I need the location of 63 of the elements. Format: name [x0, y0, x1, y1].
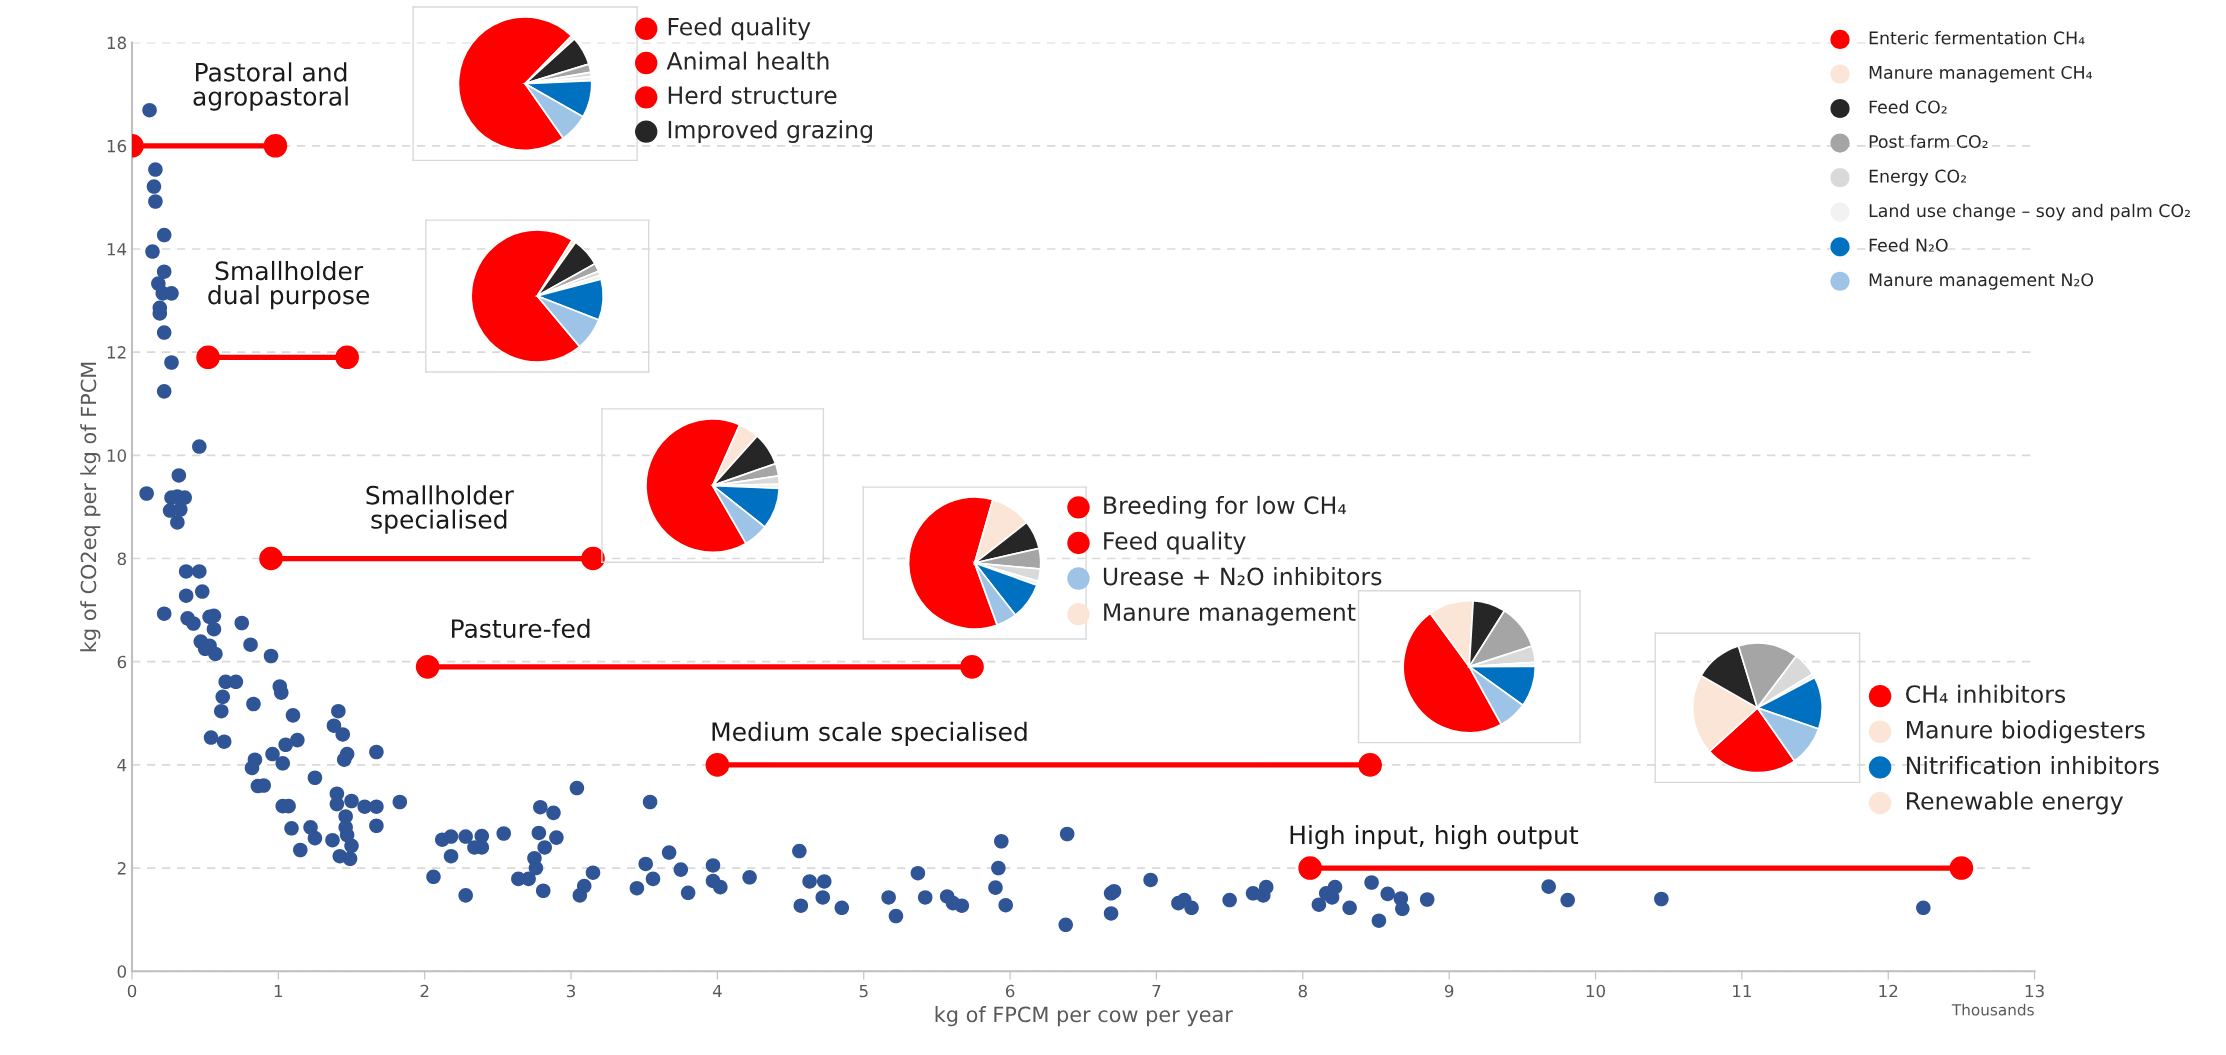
- x-tick-label: 1: [274, 984, 283, 998]
- point: [196, 345, 220, 370]
- category-label: Nitrification inhibitors: [1907, 755, 2159, 775]
- x-tick-label: 5: [859, 984, 868, 998]
- series-label: Smallholder dual purpose: [208, 260, 370, 310]
- y-tick-label: 14: [107, 243, 127, 256]
- x-tick-label: 2: [420, 984, 429, 998]
- point: [581, 546, 605, 571]
- category-label: Herd structure: [668, 85, 837, 105]
- x-tick-label: 0: [127, 984, 137, 998]
- category-label: Manure management CH₄: [1869, 65, 2093, 83]
- x-tick-label: 9: [1444, 984, 1454, 998]
- series-label: Medium scale specialised: [712, 721, 1027, 747]
- y-tick-label: 18: [107, 36, 126, 50]
- category-label: Renewable energy: [1907, 791, 2123, 815]
- y-tick-label: 16: [107, 139, 127, 153]
- category-label: Manure management: [1104, 603, 1356, 626]
- x-tick-label: 6: [1005, 984, 1015, 998]
- y-tick-label: 12: [107, 346, 126, 359]
- y-axis-title: kg of CO2eq per kg of FPCM: [80, 362, 101, 652]
- category-label: Urease + N₂O inhibitors: [1103, 567, 1382, 586]
- x-tick-label: 4: [712, 984, 722, 998]
- category-label: Energy CO₂: [1869, 169, 1967, 187]
- category-label: Feed quality: [668, 17, 811, 41]
- category-label: Improved grazing: [668, 120, 872, 144]
- point: [259, 546, 283, 571]
- category-label: Enteric fermentation CH₄: [1869, 31, 2085, 45]
- x-tick-label: 10: [1586, 984, 1606, 998]
- series-label: Pastoral and agropastoral: [193, 62, 348, 111]
- y-tick-label: 4: [117, 759, 127, 772]
- text: Thousands: [1951, 1003, 2034, 1016]
- point: [1298, 856, 1322, 880]
- category-label: Manure biodigesters: [1907, 720, 2145, 744]
- series-label: High input, high output: [1290, 825, 1579, 850]
- category-label: Land use change – soy and palm CO₂: [1869, 203, 2190, 221]
- x-tick-label: 11: [1733, 984, 1751, 998]
- category-label: Manure management N₂O: [1869, 273, 2094, 290]
- category-label: Breeding for low CH₄: [1104, 495, 1347, 519]
- x-tick-label: 3: [567, 984, 576, 998]
- series-label: Pasture-fed: [452, 618, 590, 638]
- point: [415, 655, 440, 679]
- y-tick-label: 8: [117, 552, 126, 566]
- category-label: CH₄ inhibitors: [1906, 684, 2066, 704]
- y-tick-label: 6: [117, 655, 127, 669]
- category-label: Post farm CO₂: [1869, 134, 1988, 149]
- category-label: Feed CO₂: [1869, 100, 1947, 114]
- y-tick-label: 2: [117, 862, 126, 875]
- x-tick-label: 8: [1298, 984, 1307, 998]
- x-tick-label: 7: [1152, 984, 1161, 998]
- y-tick-label: 10: [107, 449, 127, 462]
- x-tick-label: 12: [1879, 984, 1898, 998]
- point: [705, 753, 730, 777]
- point: [960, 655, 984, 679]
- series-label: Smallholder specialised: [366, 485, 514, 534]
- category-label: Feed quality: [1104, 531, 1246, 555]
- x-tick-label: 13: [2025, 984, 2044, 998]
- point: [1949, 856, 1974, 880]
- y-tick-label: 0: [117, 965, 127, 978]
- category-label: Animal health: [666, 51, 829, 70]
- point: [1358, 753, 1382, 777]
- x-axis-title: kg of FPCM per cow per year: [935, 1006, 1233, 1027]
- category-label: Feed N₂O: [1869, 238, 1948, 252]
- point: [335, 345, 359, 370]
